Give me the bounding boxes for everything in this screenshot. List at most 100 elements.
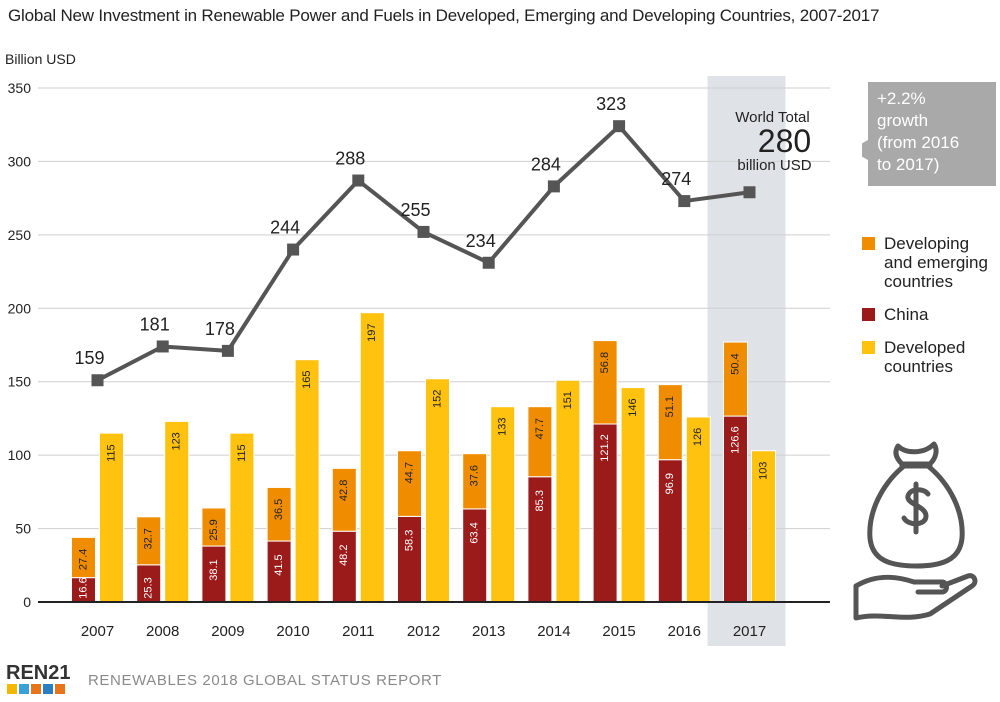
data-label-developing-2011: 42.8 bbox=[338, 480, 350, 501]
bar-developed-2016 bbox=[685, 416, 711, 603]
data-label-china-2010: 41.5 bbox=[273, 554, 285, 575]
data-label-developed-2009: 115 bbox=[236, 444, 248, 462]
bar-developing-2009 bbox=[201, 507, 227, 547]
money-hand-icon bbox=[853, 441, 978, 621]
y-tick-label-150: 150 bbox=[8, 374, 32, 390]
callout-bubble bbox=[862, 82, 996, 186]
x-tick-label-2015: 2015 bbox=[602, 623, 635, 640]
bar-china-2010 bbox=[266, 540, 292, 603]
data-label-developing-2014: 47.7 bbox=[534, 418, 546, 439]
x-tick-label-2017: 2017 bbox=[733, 623, 766, 640]
data-label-developing-2012: 44.7 bbox=[403, 462, 415, 483]
x-tick-label-2009: 2009 bbox=[211, 623, 244, 640]
legend-item-developing: Developing and emerging countries bbox=[862, 234, 1000, 291]
legend-label-developed-2: countries bbox=[884, 357, 953, 376]
bar-china-2012 bbox=[397, 515, 422, 603]
data-label-developing-2008: 32.7 bbox=[143, 528, 155, 549]
x-tick-label-2010: 2010 bbox=[276, 623, 309, 640]
bar-developing-2013 bbox=[462, 453, 488, 510]
data-label-developing-2009: 25.9 bbox=[208, 519, 220, 540]
legend-swatch-china bbox=[862, 308, 875, 321]
y-tick-label-250: 250 bbox=[8, 227, 32, 243]
x-tick-label-2011: 2011 bbox=[342, 623, 374, 640]
legend-label-developing-1: Developing bbox=[884, 234, 970, 253]
ren21-logo: REN21 bbox=[6, 662, 70, 694]
total-marker-2012 bbox=[417, 225, 430, 238]
total-label-2009: 178 bbox=[205, 319, 235, 339]
report-name: RENEWABLES 2018 GLOBAL STATUS REPORT bbox=[88, 672, 442, 689]
legend-swatch-developed bbox=[862, 341, 875, 354]
data-label-developed-2012: 152 bbox=[431, 390, 443, 408]
data-label-china-2015: 121.2 bbox=[599, 434, 611, 462]
x-tick-label-2016: 2016 bbox=[668, 623, 701, 640]
bar-developing-2010 bbox=[266, 486, 292, 542]
total-label-2012: 255 bbox=[400, 200, 430, 220]
total-marker-2016 bbox=[678, 195, 691, 208]
y-tick-label-350: 350 bbox=[8, 80, 32, 96]
bar-developed-2015 bbox=[620, 387, 646, 603]
legend-label-developing-3: countries bbox=[884, 272, 953, 291]
data-label-developing-2015: 56.8 bbox=[599, 352, 611, 373]
total-marker-2010 bbox=[287, 243, 300, 256]
data-label-china-2012: 58.3 bbox=[403, 530, 415, 551]
legend-label-developing-2: and emerging bbox=[884, 253, 988, 272]
total-label-2016: 274 bbox=[661, 169, 691, 189]
legend-swatch-developing bbox=[862, 237, 875, 250]
total-label-2013: 234 bbox=[466, 231, 496, 251]
bar-china-2014 bbox=[527, 476, 553, 603]
data-label-china-2013: 63.4 bbox=[469, 522, 481, 543]
legend-item-developed: Developed countries bbox=[862, 338, 1000, 376]
total-line bbox=[96, 124, 750, 383]
growth-callout: +2.2% growth (from 2016 to 2017) bbox=[862, 82, 996, 186]
world-total-value: 280 bbox=[758, 123, 811, 159]
total-label-2011: 288 bbox=[335, 149, 365, 169]
data-label-china-2016: 96.9 bbox=[664, 473, 676, 494]
data-label-china-2008: 25.3 bbox=[143, 577, 155, 598]
data-label-developed-2011: 197 bbox=[366, 324, 378, 342]
x-tick-label-2008: 2008 bbox=[146, 623, 179, 640]
world-total-unit: billion USD bbox=[737, 157, 811, 174]
bar-developed-2011 bbox=[359, 312, 385, 603]
data-label-developed-2014: 151 bbox=[562, 391, 574, 409]
bar-developing-2017 bbox=[723, 341, 748, 417]
data-label-developed-2017: 103 bbox=[757, 462, 769, 480]
logo-square-leaf bbox=[55, 684, 65, 694]
logo-square-wind bbox=[19, 684, 29, 694]
y-axis-label: Billion USD bbox=[5, 51, 76, 67]
y-tick-label-50: 50 bbox=[15, 521, 31, 537]
data-label-developed-2016: 126 bbox=[692, 428, 704, 446]
data-label-developed-2013: 133 bbox=[497, 418, 509, 436]
data-label-developed-2015: 146 bbox=[627, 398, 639, 416]
total-label-2014: 284 bbox=[531, 154, 561, 174]
logo-square-sun bbox=[7, 684, 17, 694]
total-label-2007: 159 bbox=[74, 348, 104, 368]
bar-china-2009 bbox=[201, 545, 227, 603]
total-label-2008: 181 bbox=[140, 314, 170, 334]
total-marker-2009 bbox=[221, 344, 234, 357]
bar-developed-2012 bbox=[425, 378, 450, 603]
total-marker-2011 bbox=[352, 174, 365, 187]
callout-line-2: growth bbox=[877, 111, 928, 130]
y-tick-label-0: 0 bbox=[23, 594, 31, 610]
bar-developed-2008 bbox=[164, 420, 190, 603]
legend-label-china: China bbox=[884, 305, 929, 324]
bar-developing-2014 bbox=[527, 406, 553, 478]
bar-developed-2017 bbox=[751, 450, 776, 603]
logo-square-fire bbox=[31, 684, 41, 694]
data-label-developing-2007: 27.4 bbox=[77, 549, 89, 570]
callout-line-1: +2.2% bbox=[877, 89, 926, 108]
data-label-china-2017: 126.6 bbox=[729, 426, 741, 454]
bar-developing-2008 bbox=[136, 516, 162, 566]
data-label-developing-2010: 36.5 bbox=[273, 499, 285, 520]
x-tick-label-2007: 2007 bbox=[81, 623, 114, 640]
legend-item-china: China bbox=[862, 305, 1000, 324]
x-tick-label-2013: 2013 bbox=[472, 623, 505, 640]
data-label-china-2014: 85.3 bbox=[534, 490, 546, 511]
bar-developing-2007 bbox=[71, 536, 96, 579]
bar-developed-2010 bbox=[294, 359, 320, 603]
data-label-developing-2016: 51.1 bbox=[664, 396, 676, 417]
bar-developing-2012 bbox=[397, 450, 422, 517]
world-total-label: World Total bbox=[735, 109, 809, 126]
x-tick-label-2014: 2014 bbox=[537, 623, 570, 640]
